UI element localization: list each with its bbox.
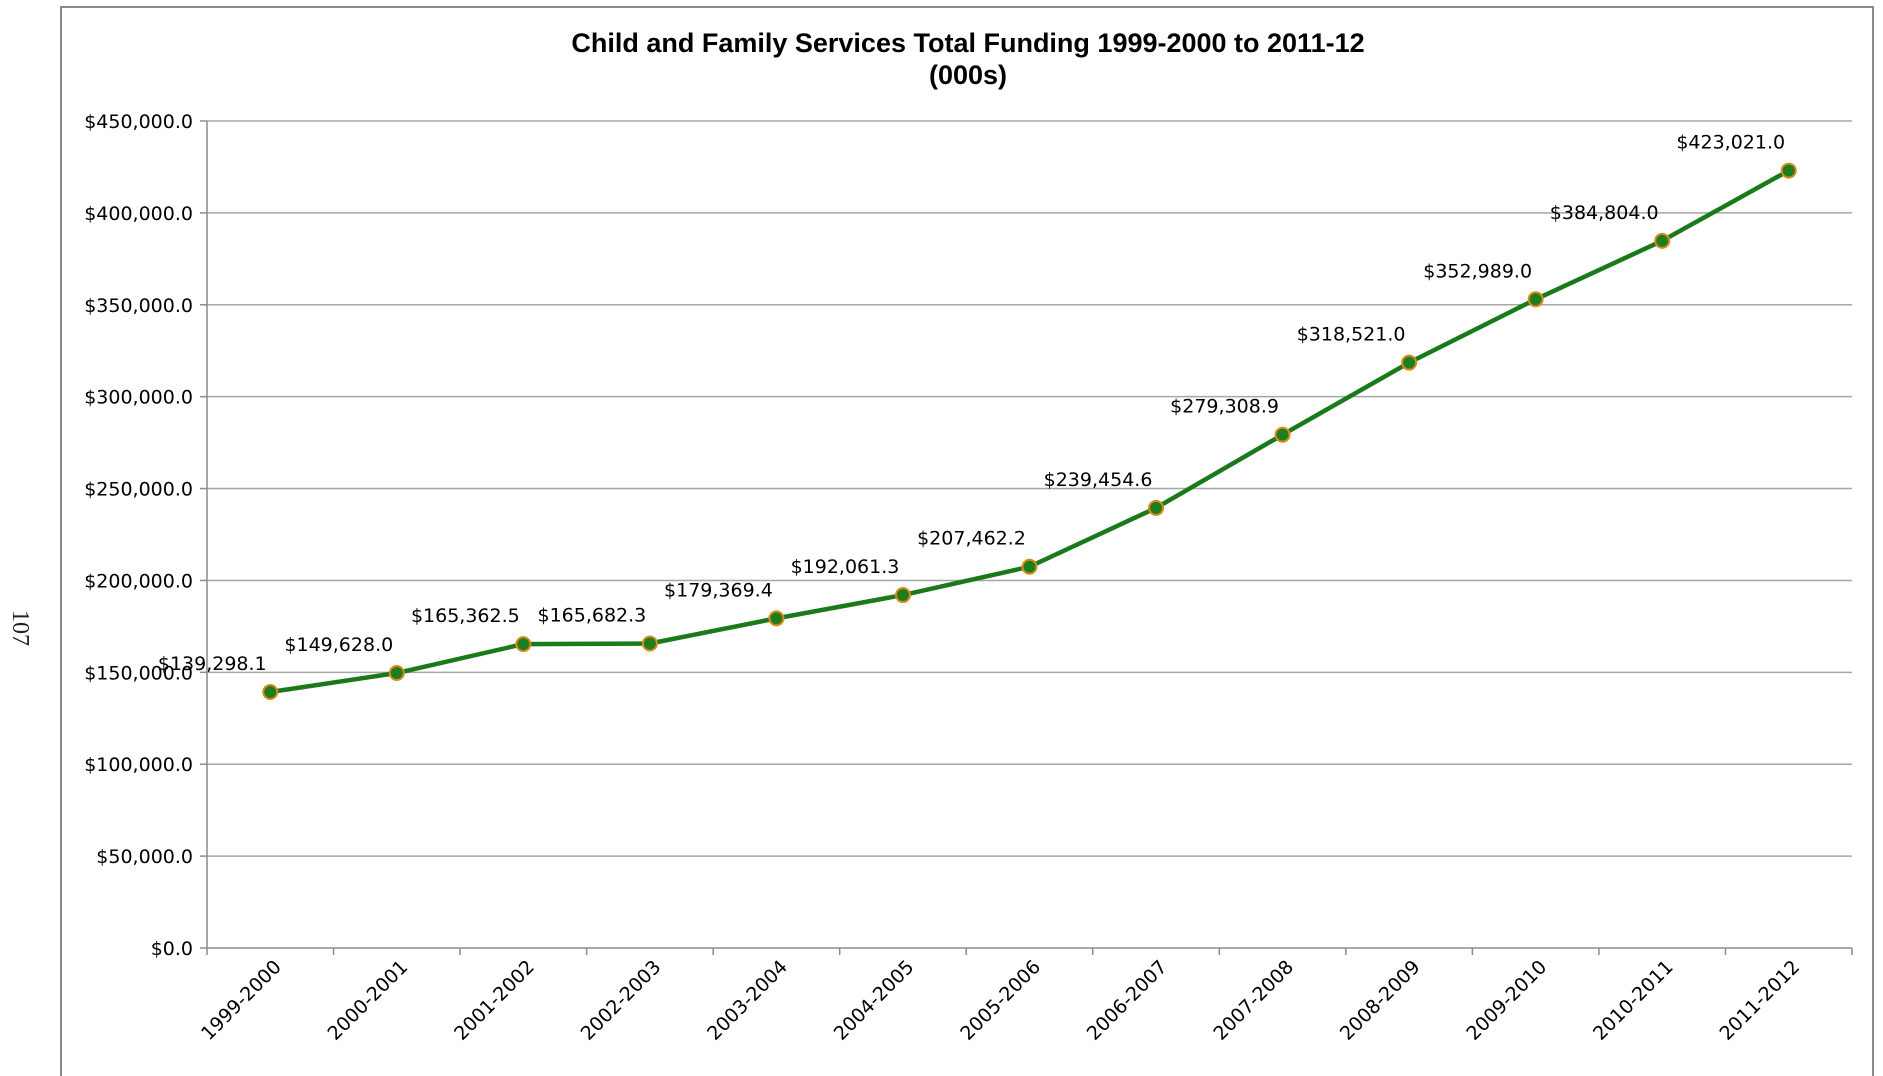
data-point xyxy=(1401,354,1418,371)
data-point xyxy=(1654,232,1671,249)
x-tick-label: 2008-2009 xyxy=(1336,956,1425,1045)
data-label: $318,521.0 xyxy=(1297,324,1406,346)
data-label: $207,462.2 xyxy=(917,528,1026,550)
funding-line-chart: Child and Family Services Total Funding … xyxy=(84,28,1853,1045)
y-tick-labels: $0.0 $50,000.0 $100,000.0 $150,000.0 $200,00… xyxy=(84,111,193,960)
data-point xyxy=(1021,558,1038,575)
x-tick-label: 2004-2005 xyxy=(830,956,919,1045)
x-tick-label: 2006-2007 xyxy=(1083,956,1172,1045)
data-label: $149,628.0 xyxy=(284,634,393,656)
y-tick-label: $450,000.0 xyxy=(84,111,193,133)
x-tick-label: 2003-2004 xyxy=(703,956,792,1045)
data-label: $139,298.1 xyxy=(158,653,267,675)
chart-title: Child and Family Services Total Funding … xyxy=(571,28,1364,58)
data-label: $239,454.6 xyxy=(1044,469,1153,491)
series-funding xyxy=(262,162,1797,701)
y-tick-label: $400,000.0 xyxy=(84,203,193,225)
y-tick-label: $0.0 xyxy=(151,938,193,960)
y-tick-label: $350,000.0 xyxy=(84,295,193,317)
chart-subtitle: (000s) xyxy=(929,60,1007,90)
x-tick-label: 2011-2012 xyxy=(1715,956,1804,1045)
x-tick-label: 2009-2010 xyxy=(1462,956,1551,1045)
y-tick-label: $300,000.0 xyxy=(84,387,193,409)
y-tick-label: $100,000.0 xyxy=(84,754,193,776)
y-tick-label: $150,000.0 xyxy=(84,662,193,684)
gridlines xyxy=(207,120,1852,857)
data-point xyxy=(1274,426,1291,443)
y-tick-label: $200,000.0 xyxy=(84,570,193,592)
x-tick-label: 2002-2003 xyxy=(577,956,666,1045)
chart-frame: Child and Family Services Total Funding … xyxy=(60,6,1874,1076)
data-point xyxy=(1148,499,1165,516)
x-tick-label: 1999-2000 xyxy=(197,956,286,1045)
x-tick-labels: 1999-2000 2000-2001 2001-2002 2002-2003 2003… xyxy=(197,956,1804,1045)
data-point xyxy=(388,665,405,682)
data-point xyxy=(768,610,785,627)
x-tick-label: 2000-2001 xyxy=(324,956,413,1045)
data-label: $192,061.3 xyxy=(791,556,900,578)
data-point xyxy=(1527,291,1544,308)
page-number: 107 xyxy=(7,610,33,646)
x-tick-label: 2001-2002 xyxy=(450,956,539,1045)
data-point xyxy=(894,587,911,604)
data-label: $352,989.0 xyxy=(1423,260,1532,282)
x-tick-label: 2010-2011 xyxy=(1589,956,1678,1045)
data-point xyxy=(515,636,532,653)
data-point xyxy=(262,684,279,701)
data-label: $165,362.5 xyxy=(411,605,520,627)
x-tick-label: 2005-2006 xyxy=(956,956,1045,1045)
data-labels: $139,298.1 $149,628.0 $165,362.5 $165,682.3… xyxy=(158,132,1785,675)
x-tick-label: 2007-2008 xyxy=(1209,956,1298,1045)
data-label: $279,308.9 xyxy=(1170,396,1279,418)
data-label: $423,021.0 xyxy=(1676,132,1785,154)
data-label: $165,682.3 xyxy=(537,605,646,627)
y-tick-label: $50,000.0 xyxy=(96,846,193,868)
data-point xyxy=(641,635,658,652)
data-label: $384,804.0 xyxy=(1550,202,1659,224)
axes xyxy=(200,120,1853,955)
y-tick-label: $250,000.0 xyxy=(84,479,193,501)
data-label: $179,369.4 xyxy=(664,579,773,601)
data-point xyxy=(1780,162,1797,179)
